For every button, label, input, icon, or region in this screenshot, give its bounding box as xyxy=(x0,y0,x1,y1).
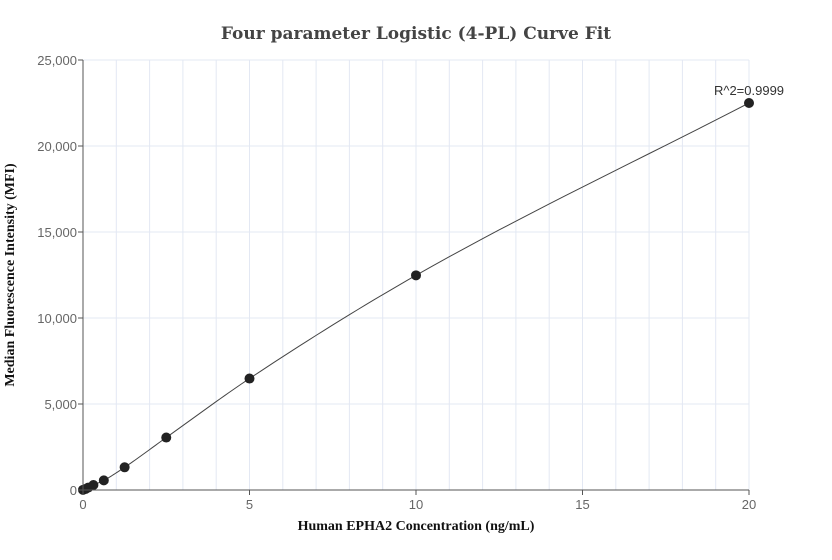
data-point xyxy=(244,373,255,384)
data-point xyxy=(98,475,109,486)
y-tick-label: 10,000 xyxy=(37,311,77,326)
x-tick-label: 5 xyxy=(246,497,253,512)
data-point xyxy=(88,480,99,491)
y-tick-label: 25,000 xyxy=(37,53,77,68)
y-tick-label: 0 xyxy=(70,483,77,498)
y-tick-label: 15,000 xyxy=(37,225,77,240)
grid xyxy=(83,59,750,490)
x-axis-label: Human EPHA2 Concentration (ng/mL) xyxy=(298,519,535,534)
x-tick-label: 20 xyxy=(742,497,756,512)
data-point xyxy=(744,98,754,108)
chart-title: Four parameter Logistic (4-PL) Curve Fit xyxy=(221,24,611,44)
y-tick-label: 20,000 xyxy=(37,139,77,154)
data-point xyxy=(119,462,130,473)
data-point xyxy=(161,432,172,443)
y-axis-label: Median Fluorescence Intensity (MFI) xyxy=(3,163,18,387)
x-tick-label: 10 xyxy=(409,497,423,512)
y-tick-label: 5,000 xyxy=(44,397,77,412)
r-squared-annotation: R^2=0.9999 xyxy=(714,83,784,98)
x-tick-label: 15 xyxy=(575,497,589,512)
data-point xyxy=(411,270,421,281)
x-tick-label: 0 xyxy=(79,497,86,512)
